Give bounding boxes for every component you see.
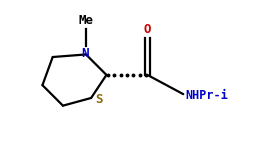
Text: NHPr-i: NHPr-i bbox=[185, 89, 228, 102]
Text: Me: Me bbox=[78, 14, 93, 27]
Text: N: N bbox=[81, 47, 88, 60]
Text: O: O bbox=[144, 23, 151, 36]
Text: S: S bbox=[95, 93, 103, 106]
